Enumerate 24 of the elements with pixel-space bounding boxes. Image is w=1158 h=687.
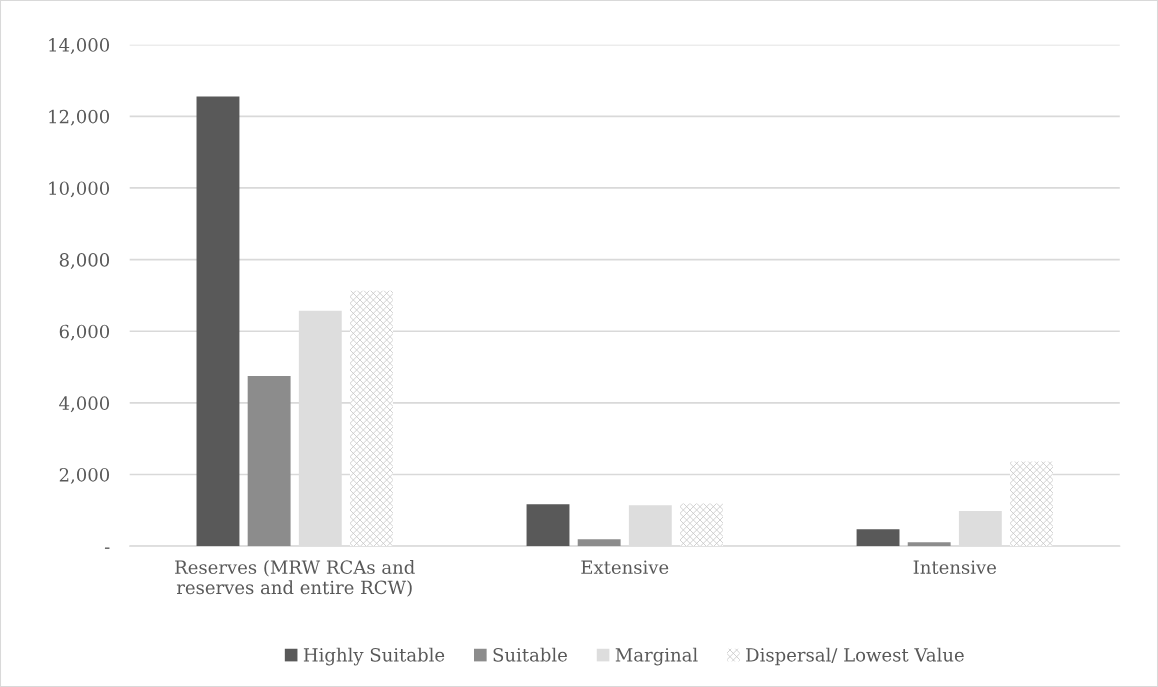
x-tick-label: Extensive: [581, 560, 669, 575]
bar: [196, 96, 240, 547]
bar: [907, 542, 951, 547]
y-tick-label: 12,000: [49, 109, 110, 126]
y-tick-label: 6,000: [59, 324, 110, 341]
bar: [856, 529, 900, 547]
bar: [577, 539, 621, 547]
legend-label: Suitable: [493, 647, 567, 662]
x-tick-label: Intensive: [913, 560, 996, 575]
y-tick-label: 2,000: [59, 467, 110, 484]
bar: [247, 376, 291, 547]
y-tick-label: 8,000: [59, 253, 110, 269]
legend-label: Dispersal/ Lowest Value: [746, 647, 964, 666]
y-tick-label: -: [104, 547, 110, 549]
y-tick-label: 4,000: [59, 396, 110, 413]
bar: [680, 503, 723, 547]
y-tick-label: 10,000: [49, 181, 110, 198]
legend-label: Highly Suitable: [303, 647, 445, 666]
x-tick-label: Reserves (MRW RCAs and reserves and entire RCW): [175, 560, 415, 597]
legend-label: Marginal: [615, 647, 698, 666]
bar: [349, 290, 393, 547]
bar: [526, 504, 570, 547]
bar: [1010, 461, 1053, 547]
y-tick-label: 14,000: [49, 38, 110, 54]
